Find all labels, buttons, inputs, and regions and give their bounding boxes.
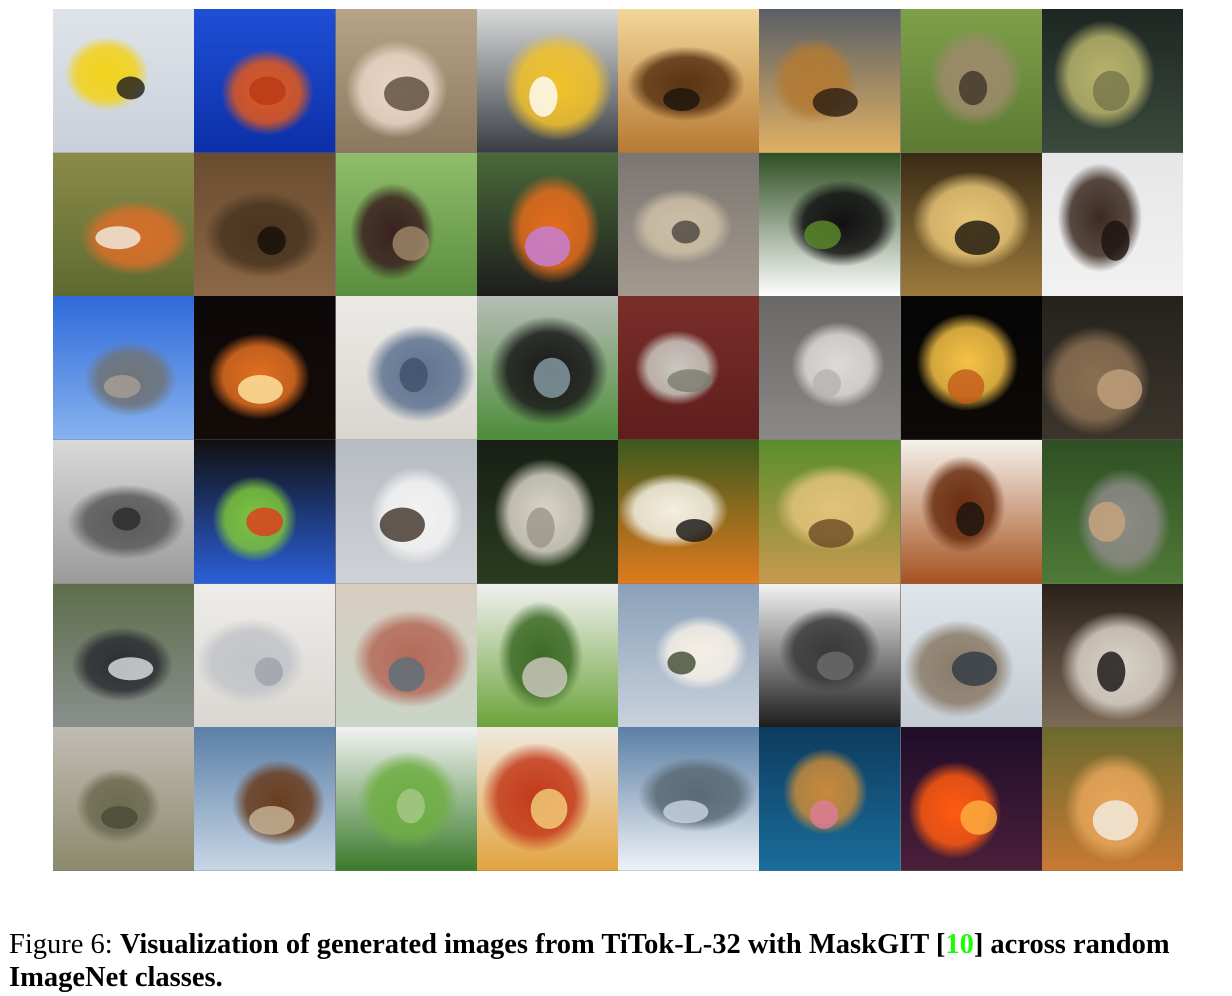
tench-fish-image [1041, 9, 1183, 153]
terrier-image [618, 9, 760, 153]
ram-image [618, 152, 760, 297]
scooter-image [53, 583, 195, 728]
spaniel-image [900, 440, 1042, 584]
bonsai-image [476, 583, 618, 728]
goldfinch-image [53, 9, 195, 153]
crab-image [335, 9, 477, 153]
hyena-image [900, 9, 1042, 153]
camera-image [759, 583, 901, 728]
fox-cubs-image [1041, 727, 1183, 871]
snail-image [1041, 440, 1183, 584]
cobra-image [1041, 296, 1183, 440]
image-grid [53, 9, 1183, 871]
jellyfish-image [194, 9, 336, 153]
coral-reef-image [759, 727, 901, 871]
candle-image [194, 296, 336, 440]
citation-link[interactable]: 10 [945, 929, 974, 960]
cardigan-image [335, 296, 477, 440]
beetle-image [335, 152, 477, 297]
brown-bear-image [194, 152, 336, 297]
missile-launch-image [618, 583, 760, 728]
white-wolf-image [476, 440, 618, 584]
teapot-image [53, 727, 195, 871]
gray-wolf-image [1041, 583, 1183, 728]
penguins-image [476, 9, 618, 153]
fox-image [53, 152, 195, 297]
volcano-image [900, 727, 1042, 871]
stork-image [335, 440, 477, 584]
panda-image [759, 152, 901, 297]
eagle-image [1041, 152, 1183, 297]
golden-retriever-image [759, 9, 901, 153]
dolmen-image [53, 440, 195, 584]
caption-text-part1: Visualization of generated images from T… [119, 929, 946, 960]
snowy-mountains-image [618, 727, 760, 871]
butterfly-image [476, 152, 618, 297]
lion-image [759, 440, 901, 584]
figure-caption: Figure 6: Visualization of generated ima… [9, 928, 1229, 994]
goblet-image [759, 296, 901, 440]
figure-label: Figure 6: [9, 929, 113, 960]
car-mirror-image [476, 296, 618, 440]
piggy-bank-image [335, 583, 477, 728]
schooner-image [900, 583, 1042, 728]
caption-text: Visualization of generated images from T… [9, 929, 1170, 993]
necklace-image [194, 583, 336, 728]
tiger-image [618, 440, 760, 584]
match-flame-image [900, 296, 1042, 440]
caption-text-part2: ] across random ImageNet classes. [9, 929, 1170, 993]
shipwreck-image [194, 727, 336, 871]
cellphone-image [618, 296, 760, 440]
broccoli-image [335, 727, 477, 871]
pizza-image [476, 727, 618, 871]
breakwater-image [53, 296, 195, 440]
cathedral-interior-image [900, 152, 1042, 297]
lorikeet-image [194, 440, 336, 584]
